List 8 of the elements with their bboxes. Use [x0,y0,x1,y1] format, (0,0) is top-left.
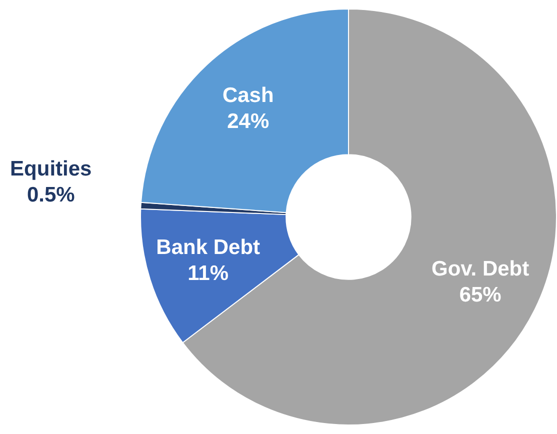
data-label: 24% [227,110,270,134]
slice-label: Cash [222,84,274,108]
slice-label: Equities [10,157,92,180]
slice-label: Bank Debt [156,236,260,259]
data-label: 0.5% [26,183,76,206]
data-label: 11% [188,262,229,285]
slice-label: Gov. Debt [432,257,530,280]
data-label: 65% [459,283,502,306]
